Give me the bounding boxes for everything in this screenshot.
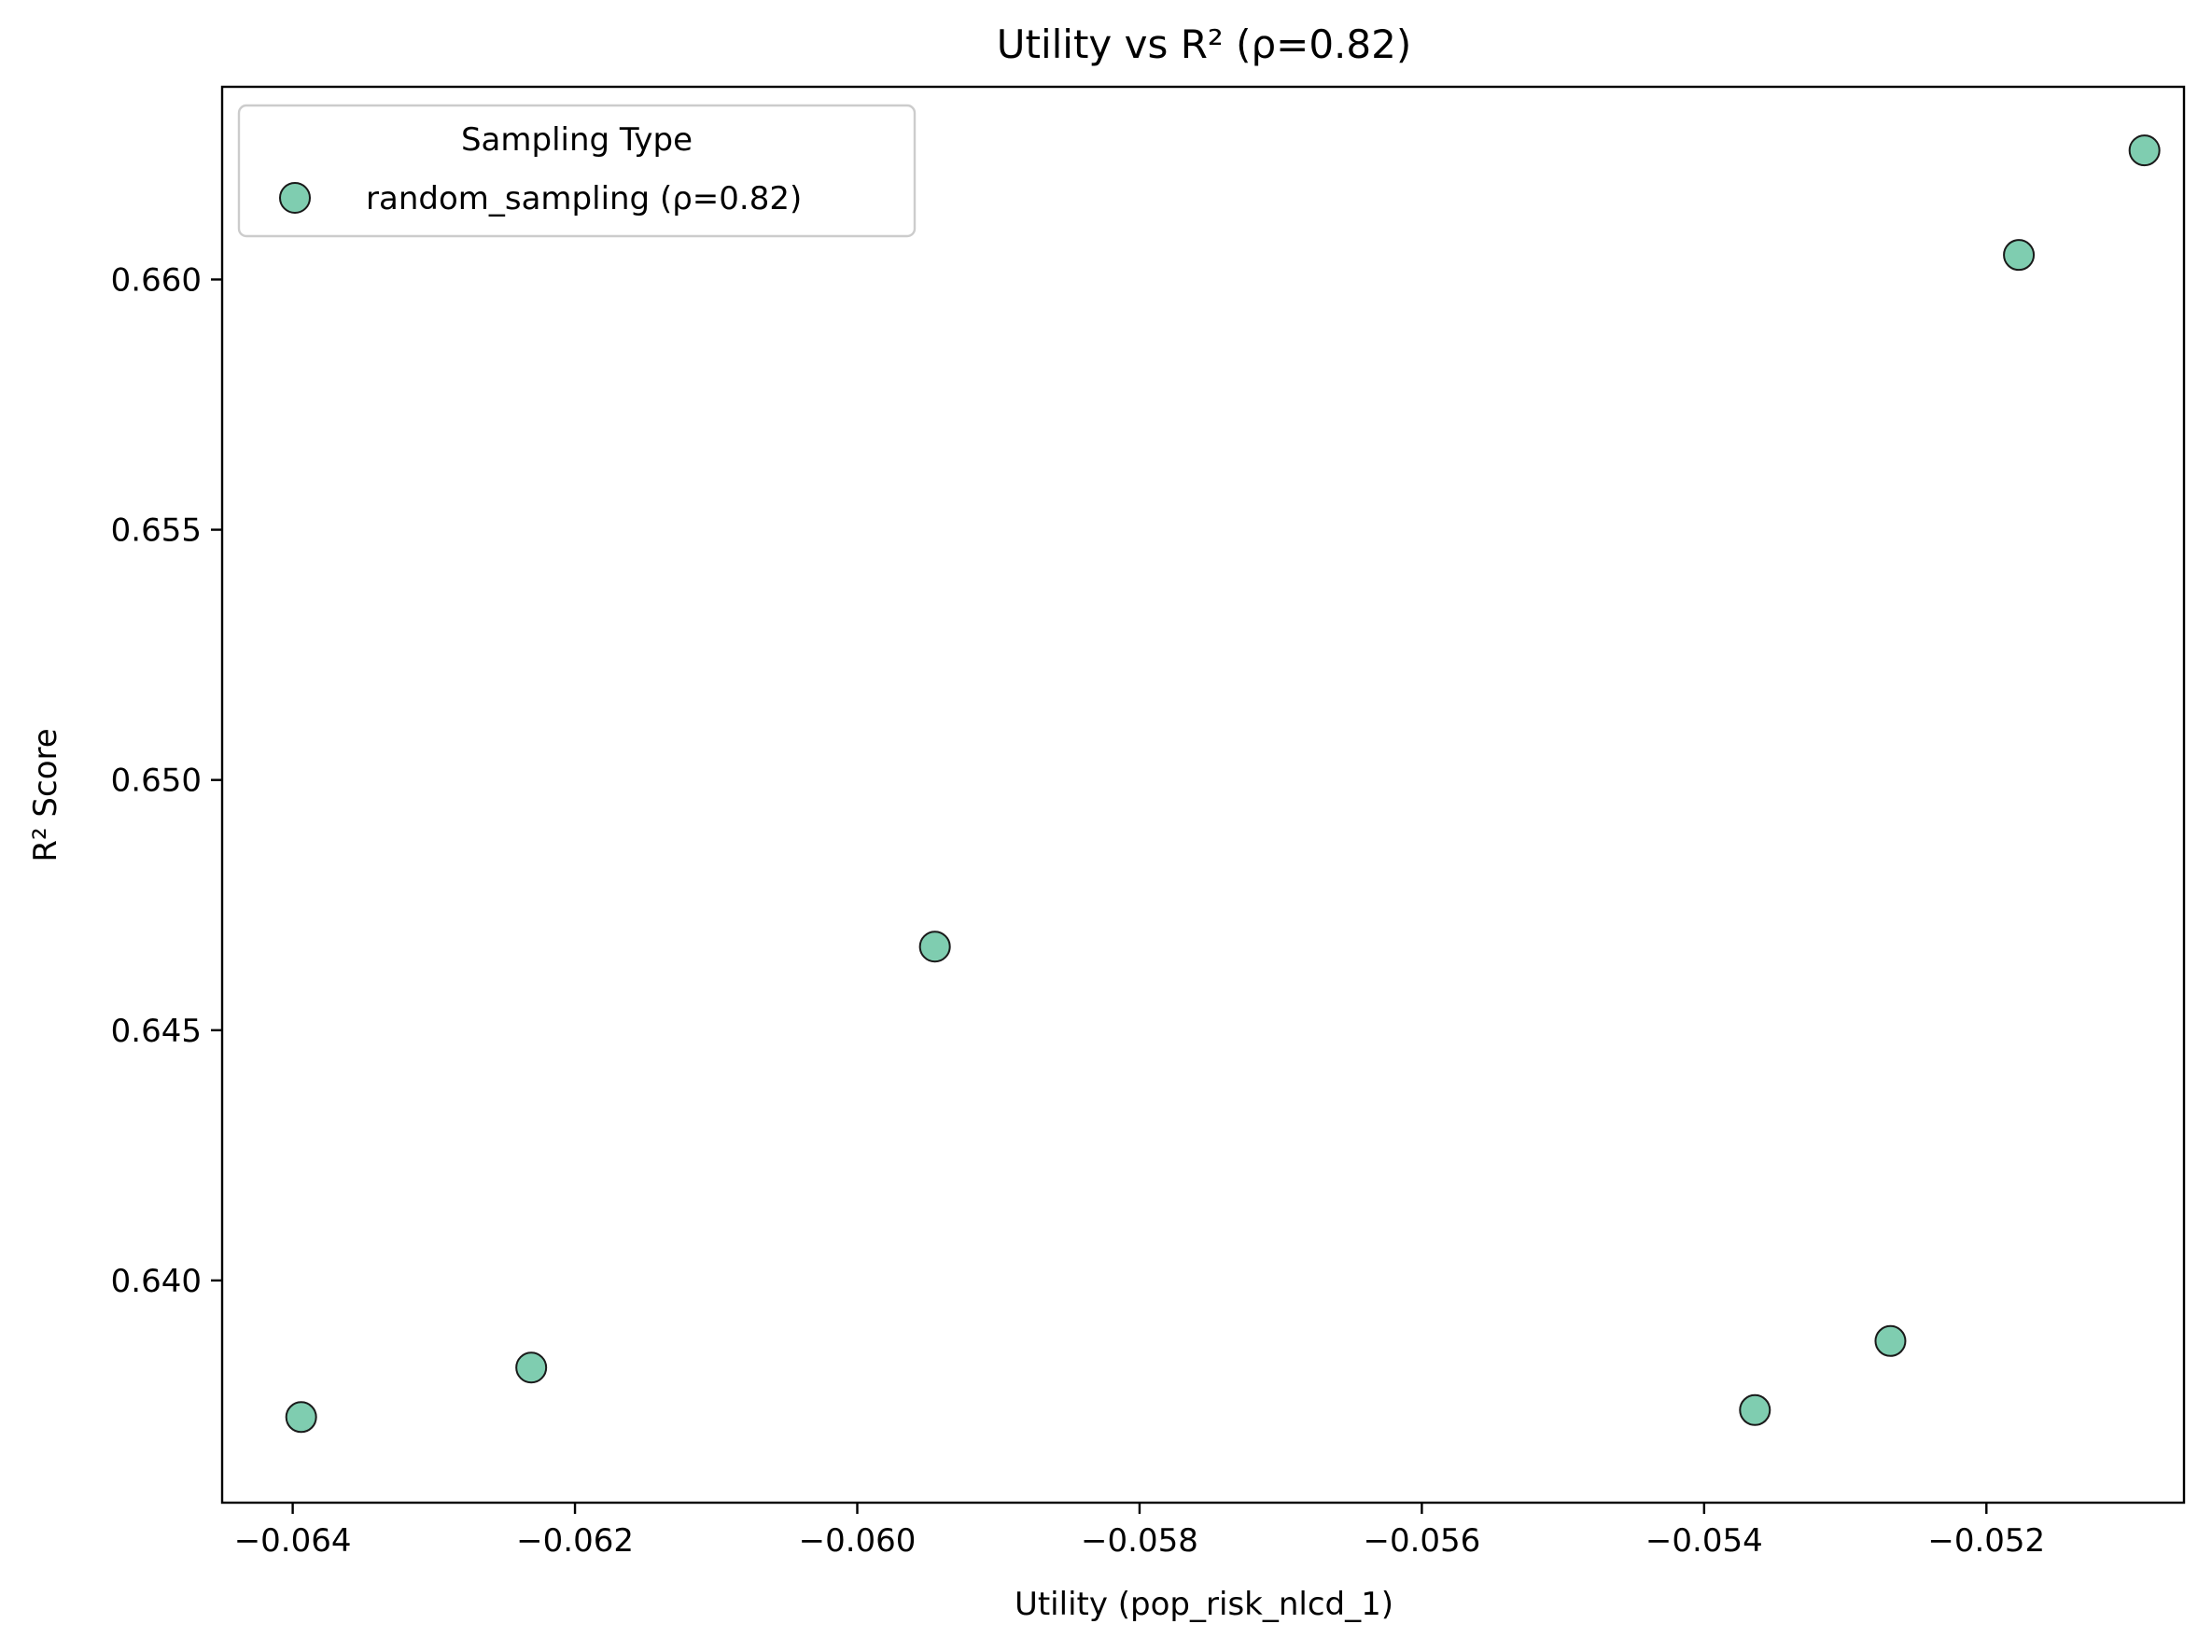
y-tick-label: 0.650	[111, 763, 202, 800]
y-axis-label: R² Score	[27, 728, 64, 861]
x-tick-label: −0.062	[516, 1522, 634, 1560]
data-point	[1739, 1393, 1771, 1426]
chart-title: Utility vs R² (ρ=0.82)	[997, 21, 1412, 67]
x-tick-label: −0.056	[1363, 1522, 1480, 1560]
data-points	[285, 134, 2161, 1434]
y-tick-label: 0.660	[111, 261, 202, 299]
data-point	[1874, 1324, 1907, 1357]
legend-entry-label: random_sampling (ρ=0.82)	[366, 180, 802, 217]
x-axis-label: Utility (pop_risk_nlcd_1)	[1015, 1586, 1393, 1623]
y-tick-label: 0.645	[111, 1013, 202, 1050]
data-point	[2128, 134, 2161, 167]
x-tick-label: −0.060	[799, 1522, 917, 1560]
data-point	[918, 931, 951, 963]
x-tick-label: −0.052	[1927, 1522, 2045, 1560]
data-point	[515, 1351, 548, 1384]
x-tick-label: −0.058	[1081, 1522, 1198, 1560]
legend-frame	[237, 104, 917, 238]
x-axis-ticks: −0.064 −0.062 −0.060 −0.058 −0.056 −0.054 −0.0…	[234, 1503, 2045, 1560]
y-axis-ticks: 0.640 0.645 0.650 0.655 0.660	[111, 261, 222, 1300]
data-point	[285, 1401, 317, 1434]
plot-area	[220, 85, 2186, 1505]
x-tick-label: −0.064	[234, 1522, 352, 1560]
x-tick-label: −0.054	[1645, 1522, 1763, 1560]
y-tick-label: 0.640	[111, 1263, 202, 1300]
legend: Sampling Type random_sampling (ρ=0.82)	[237, 104, 917, 238]
y-tick-label: 0.655	[111, 512, 202, 550]
data-point	[2003, 239, 2036, 272]
legend-marker	[279, 182, 311, 214]
legend-title: Sampling Type	[461, 121, 693, 159]
